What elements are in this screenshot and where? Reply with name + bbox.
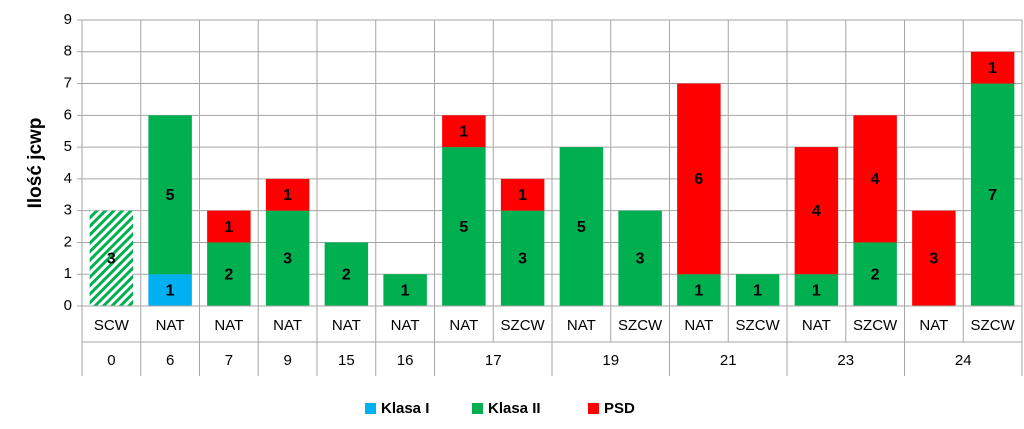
bar-segment	[853, 115, 897, 243]
bar-segment	[148, 115, 192, 275]
bar-segment	[89, 210, 134, 306]
bar-segment	[794, 274, 839, 306]
x-tick-label: NAT	[332, 317, 361, 334]
data-label: 1	[224, 219, 233, 236]
x-group-label: 9	[283, 352, 291, 369]
data-label: 1	[988, 60, 997, 77]
data-label: 4	[871, 171, 880, 188]
bar-segment	[735, 274, 780, 306]
data-label: 3	[929, 251, 938, 268]
data-label: 1	[401, 282, 410, 299]
bar-segment	[970, 83, 1015, 306]
x-tick-label: NAT	[156, 317, 185, 334]
x-group-label: 7	[225, 352, 233, 369]
bar-segment	[618, 210, 662, 306]
x-tick-label: SZCW	[501, 317, 546, 334]
y-tick-label: 7	[64, 75, 72, 92]
data-label: 3	[518, 251, 527, 268]
data-label: 3	[283, 251, 292, 268]
x-tick-label: SZCW	[853, 317, 898, 334]
bar-segment	[148, 274, 192, 306]
data-label: 1	[812, 282, 821, 299]
y-tick-label: 0	[64, 297, 72, 314]
bar-segment	[794, 147, 839, 275]
data-label: 5	[459, 219, 468, 236]
data-label: 1	[166, 282, 175, 299]
y-tick-label: 8	[64, 43, 72, 60]
data-label: 5	[577, 219, 586, 236]
bar-segment	[500, 178, 545, 211]
bar-segment	[500, 210, 545, 306]
x-tick-label: SZCW	[736, 317, 781, 334]
data-label: 1	[459, 123, 468, 140]
legend-label: Klasa I	[381, 400, 429, 417]
legend-label: Klasa II	[488, 400, 541, 417]
data-label: 7	[988, 187, 997, 204]
bar-segment	[853, 242, 897, 306]
data-label: 6	[694, 171, 703, 188]
data-label: 2	[224, 266, 233, 283]
bar-segment	[265, 178, 310, 211]
data-label: 4	[812, 203, 821, 220]
bar-segment	[912, 210, 956, 306]
x-group-label: 16	[397, 352, 414, 369]
x-tick-label: NAT	[214, 317, 243, 334]
x-group-label: 6	[166, 352, 174, 369]
y-tick-label: 6	[64, 106, 72, 123]
data-label: 1	[694, 282, 703, 299]
legend-label: PSD	[604, 400, 635, 417]
bar-segment	[207, 242, 251, 306]
legend-swatch	[365, 403, 376, 414]
data-label: 5	[166, 187, 175, 204]
bar-segment	[207, 210, 251, 243]
x-tick-label: NAT	[567, 317, 596, 334]
y-tick-label: 1	[64, 265, 72, 282]
bar-segment	[970, 51, 1015, 84]
bar-segment	[677, 83, 721, 275]
x-tick-label: NAT	[802, 317, 831, 334]
bar-segment	[677, 274, 721, 306]
x-tick-label: NAT	[919, 317, 948, 334]
data-label: 1	[518, 187, 527, 204]
x-tick-label: NAT	[684, 317, 713, 334]
legend-swatch	[472, 403, 483, 414]
data-label: 3	[636, 251, 645, 268]
x-tick-label: SCW	[94, 317, 130, 334]
x-group-label: 21	[720, 352, 737, 369]
y-axis-title: Ilość jcwp	[25, 118, 46, 209]
x-group-label: 19	[602, 352, 619, 369]
x-group-label: 0	[107, 352, 115, 369]
y-tick-label: 3	[64, 202, 72, 219]
bar-segment	[442, 115, 486, 148]
x-tick-label: NAT	[449, 317, 478, 334]
x-tick-label: NAT	[273, 317, 302, 334]
legend-swatch	[588, 403, 599, 414]
data-label: 1	[753, 282, 762, 299]
x-tick-label: NAT	[391, 317, 420, 334]
bar-segment	[324, 242, 369, 306]
data-label: 2	[871, 266, 880, 283]
bar-segment	[265, 210, 310, 306]
y-tick-label: 4	[64, 170, 72, 187]
x-group-label: 15	[338, 352, 355, 369]
data-label: 3	[107, 251, 116, 268]
bar-segment	[442, 147, 486, 306]
data-label: 1	[283, 187, 292, 204]
y-tick-label: 9	[64, 11, 72, 28]
x-group-label: 23	[837, 352, 854, 369]
x-group-label: 17	[485, 352, 502, 369]
bar-segment	[559, 147, 604, 306]
x-tick-label: SZCW	[971, 317, 1016, 334]
bar-segment	[383, 274, 427, 306]
x-tick-label: SZCW	[618, 317, 663, 334]
x-group-label: 24	[955, 352, 972, 369]
y-tick-label: 2	[64, 233, 72, 250]
data-label: 2	[342, 266, 351, 283]
y-tick-label: 5	[64, 138, 72, 155]
